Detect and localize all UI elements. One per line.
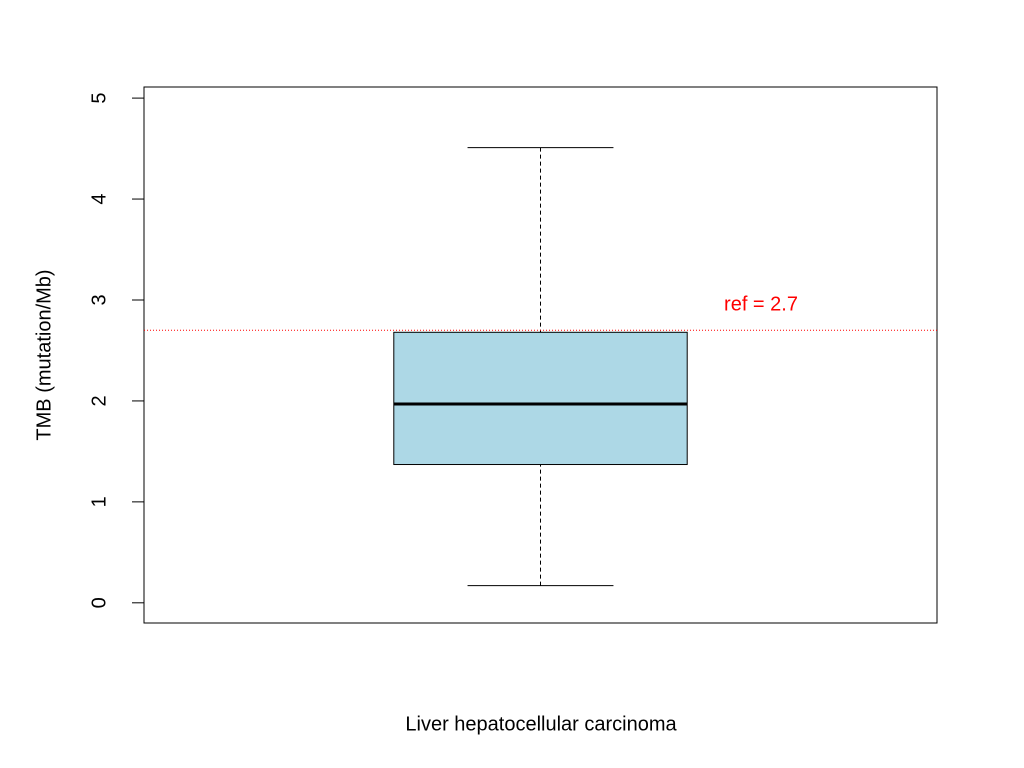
plot-frame <box>143 86 938 624</box>
ref-label: ref = 2.7 <box>724 294 798 316</box>
y-tick-label: 3 <box>88 294 110 305</box>
y-tick-label: 1 <box>88 496 110 507</box>
box <box>393 331 688 466</box>
y-tick-label: 5 <box>88 93 110 104</box>
x-axis-label: Liver hepatocellular carcinoma <box>405 713 677 735</box>
y-tick-label: 2 <box>88 395 110 406</box>
y-tick-label: 0 <box>88 597 110 608</box>
y-axis-label: TMB (mutation/Mb) <box>33 269 55 440</box>
y-tick-label: 4 <box>88 193 110 204</box>
